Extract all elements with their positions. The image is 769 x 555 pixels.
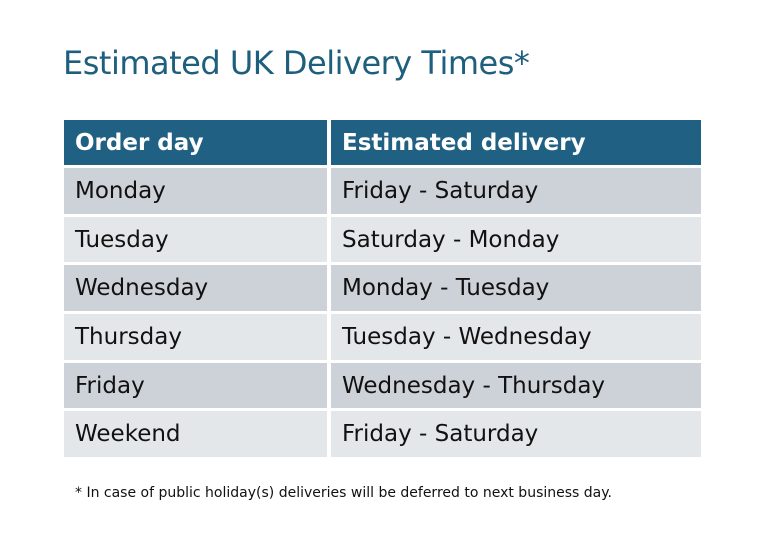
delivery-cell: Tuesday - Wednesday <box>331 314 701 360</box>
order-day-cell: Tuesday <box>64 216 327 263</box>
order-day-cell: Thursday <box>64 314 327 360</box>
table-row: Tuesday Saturday - Monday <box>64 216 701 263</box>
delivery-cell: Monday - Tuesday <box>331 265 701 312</box>
order-day-cell: Wednesday <box>64 265 327 312</box>
delivery-cell: Friday - Saturday <box>331 168 701 214</box>
page-title: Estimated UK Delivery Times* <box>63 44 530 82</box>
footnote: * In case of public holiday(s) deliverie… <box>75 485 612 501</box>
table-row: Weekend Friday - Saturday <box>64 411 701 458</box>
header-estimated-delivery: Estimated delivery <box>331 120 701 165</box>
delivery-times-table: Order day Estimated delivery Monday Frid… <box>64 120 701 460</box>
order-day-cell: Weekend <box>64 411 327 458</box>
header-order-day: Order day <box>64 120 327 165</box>
table-row: Thursday Tuesday - Wednesday <box>64 314 701 360</box>
delivery-cell: Saturday - Monday <box>331 216 701 263</box>
table-row: Friday Wednesday - Thursday <box>64 362 701 409</box>
order-day-cell: Friday <box>64 362 327 409</box>
delivery-cell: Friday - Saturday <box>331 411 701 458</box>
table-row: Monday Friday - Saturday <box>64 168 701 214</box>
delivery-cell: Wednesday - Thursday <box>331 362 701 409</box>
table-row: Wednesday Monday - Tuesday <box>64 265 701 312</box>
table-header-row: Order day Estimated delivery <box>64 120 701 165</box>
order-day-cell: Monday <box>64 168 327 214</box>
